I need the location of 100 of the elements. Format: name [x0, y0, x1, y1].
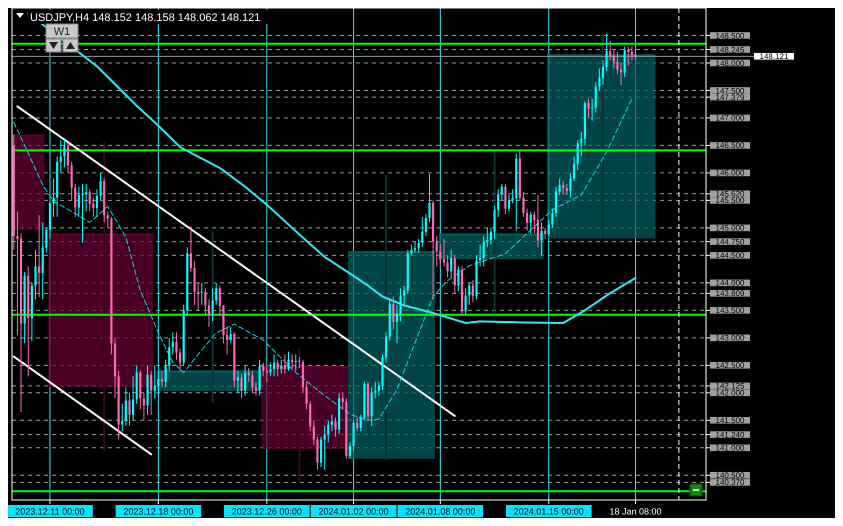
x-tick-label: 2024.01.02 00:00: [318, 506, 389, 516]
candlestick: [88, 188, 91, 212]
candlestick: [215, 282, 218, 306]
candlestick: [208, 298, 210, 328]
candlestick: [486, 227, 488, 248]
y-tick-label: 144.500: [716, 251, 746, 260]
candlestick: [85, 183, 88, 212]
y-tick-label: 145.000: [716, 224, 746, 233]
candlestick: [66, 142, 70, 174]
candlestick: [309, 400, 312, 432]
candlestick: [266, 364, 268, 382]
candlestick: [497, 188, 500, 218]
candlestick: [172, 332, 174, 355]
candlestick: [324, 425, 326, 470]
x-tick-label: 2023.12.26 00:00: [232, 506, 302, 516]
y-tick-label: 142.000: [716, 388, 746, 398]
candlestick: [34, 249, 37, 300]
y-tick-label: 143.809: [716, 289, 746, 298]
candlestick: [150, 370, 152, 416]
candlestick: [472, 280, 474, 303]
candlestick: [160, 370, 164, 388]
candlestick: [244, 364, 246, 396]
candlestick: [132, 376, 134, 421]
y-tick-label: 143.500: [716, 306, 746, 316]
x-tick-label: 2024.01.08 00:00: [405, 506, 476, 516]
candlestick: [248, 368, 250, 382]
y-tick-label: 141.240: [716, 430, 746, 440]
candlestick: [558, 178, 561, 196]
x-tick-label: 2023.12.18 00:00: [123, 506, 194, 516]
y-tick-label: 148.245: [716, 45, 746, 54]
ref-line-label: 148.121: [760, 52, 790, 62]
y-tick-label: 144.750: [716, 237, 746, 246]
candlestick: [154, 364, 156, 399]
candlestick: [612, 48, 615, 69]
candlestick: [190, 226, 192, 272]
candlestick: [378, 381, 380, 396]
y-tick-label: 142.125: [716, 382, 746, 391]
candlestick: [533, 210, 536, 234]
candlestick: [92, 197, 94, 218]
y-tick-label: 148.500: [716, 31, 746, 40]
candlestick: [60, 139, 62, 174]
candlestick: [226, 326, 228, 355]
candlestick: [428, 174, 431, 223]
y-tick-label: 148.000: [716, 58, 746, 68]
candlestick: [106, 210, 109, 228]
candlestick: [399, 288, 402, 322]
candlestick: [606, 33, 608, 72]
candlestick: [63, 139, 66, 168]
candlestick: [218, 285, 221, 316]
candlestick: [446, 254, 449, 278]
candlestick: [627, 46, 630, 66]
candlestick: [70, 161, 73, 201]
candlestick: [548, 219, 550, 237]
y-tick-label: 141.000: [716, 444, 746, 453]
candlestick: [536, 194, 540, 248]
y-tick-label: 140.500: [716, 471, 746, 480]
candlestick: [38, 214, 40, 298]
candlestick: [272, 354, 276, 377]
candlestick: [493, 205, 496, 240]
candlestick: [424, 214, 427, 237]
candlestick: [200, 282, 203, 306]
y-tick-label: 144.000: [716, 278, 746, 288]
candlestick: [96, 188, 98, 218]
candlestick: [142, 392, 146, 421]
candlestick: [468, 282, 470, 306]
y-tick-label: 145.500: [716, 196, 746, 206]
candlestick: [479, 244, 482, 267]
candlestick: [280, 359, 282, 374]
y-tick-label: 143.000: [716, 334, 746, 343]
candlestick: [392, 296, 394, 330]
candlestick: [327, 420, 330, 443]
candlestick: [587, 98, 590, 118]
candlestick: [240, 373, 243, 399]
candlestick: [45, 227, 48, 254]
candlestick: [78, 186, 80, 218]
candlestick: [403, 285, 406, 306]
line-series: [13, 98, 632, 421]
candlestick: [554, 186, 558, 218]
candlestick: [457, 266, 460, 292]
candlestick: [312, 420, 315, 446]
candlestick: [526, 208, 528, 232]
candlestick: [164, 359, 167, 388]
candlestick: [342, 392, 344, 410]
candlestick: [320, 436, 322, 468]
candlestick: [374, 381, 376, 399]
candlestick: [414, 241, 416, 254]
candlestick: [544, 227, 546, 240]
candlestick: [620, 62, 622, 86]
x-tick-label: 18 Jan 08:00: [609, 506, 662, 516]
y-tick-label: 145.620: [716, 190, 746, 199]
candlestick: [540, 222, 543, 256]
y-tick-label: 146.000: [716, 168, 746, 178]
candlestick: [348, 442, 352, 460]
candlestick: [193, 260, 196, 306]
candlestick: [316, 436, 319, 470]
x-tick-label: 2023.12.11 00:00: [15, 506, 85, 516]
candlestick: [562, 180, 564, 196]
candlestick: [630, 46, 633, 61]
candlestick: [74, 183, 76, 218]
candlestick: [168, 337, 170, 372]
